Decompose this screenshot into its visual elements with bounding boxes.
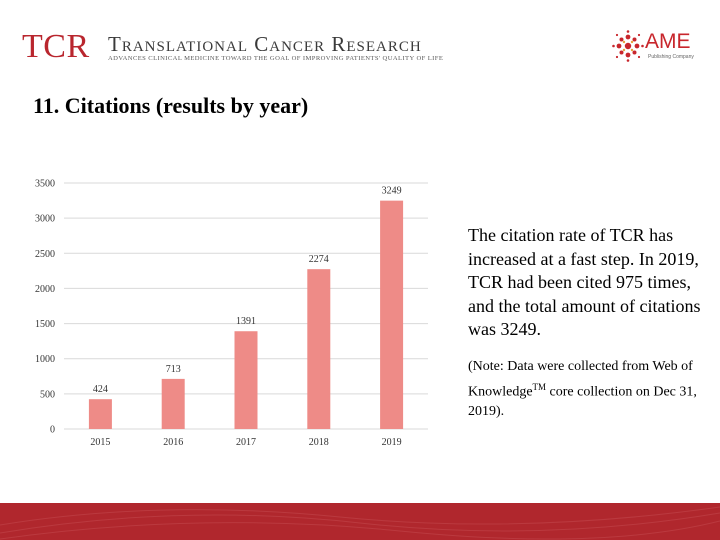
note-block: The citation rate of TCR has increased a… xyxy=(468,224,718,422)
tcr-logo-abbr: TCR xyxy=(22,28,90,65)
y-tick-label: 1500 xyxy=(35,319,55,330)
ame-wordmark: AME xyxy=(645,30,691,53)
note-main-text: The citation rate of TCR has increased a… xyxy=(468,225,701,339)
x-tick-label: 2017 xyxy=(236,437,256,448)
note-source-suffix: core collection on Dec 31, 2019). xyxy=(468,384,697,420)
data-label: 2274 xyxy=(309,254,329,265)
ame-subtitle: Publishing Company xyxy=(648,54,694,60)
data-label: 1391 xyxy=(236,316,256,327)
bar-2015 xyxy=(88,399,112,429)
data-label: 424 xyxy=(93,384,108,395)
note-source: (Note: Data were collected from Web of K… xyxy=(468,357,718,423)
note-source-sup: TM xyxy=(532,381,547,392)
ame-dots-icon xyxy=(612,30,644,62)
data-label: 713 xyxy=(166,364,181,375)
bar-2016 xyxy=(161,378,185,429)
x-tick-label: 2018 xyxy=(309,437,329,448)
y-tick-label: 3000 xyxy=(35,214,55,225)
bar-2019 xyxy=(380,200,404,429)
note-source-prefix: (Note: Data were collected from Web of K… xyxy=(468,358,693,400)
x-tick-label: 2016 xyxy=(163,437,183,448)
x-tick-label: 2015 xyxy=(90,437,110,448)
x-tick-label: 2019 xyxy=(382,437,402,448)
y-tick-label: 0 xyxy=(50,425,55,436)
journal-name: Translational Cancer Research xyxy=(108,32,422,56)
y-tick-label: 2500 xyxy=(35,249,55,260)
page-title: 11. Citations (results by year) xyxy=(33,93,309,118)
bar-2017 xyxy=(234,331,258,429)
footer-band xyxy=(0,503,720,540)
citations-bar-chart: 0 500 1000 1500 2000 2500 3000 3500 424 2015 713 20… xyxy=(35,179,428,448)
data-label: 3249 xyxy=(382,186,402,197)
y-tick-label: 2000 xyxy=(35,284,55,295)
y-tick-label: 500 xyxy=(40,389,55,400)
y-tick-label: 1000 xyxy=(35,354,55,365)
bar-2018 xyxy=(307,269,331,429)
y-tick-label: 3500 xyxy=(35,179,55,190)
journal-tagline: ADVANCES CLINICAL MEDICINE TOWARD THE GO… xyxy=(108,55,444,62)
header: TCR Translational Cancer Research ADVANC… xyxy=(0,0,720,80)
footer-pattern xyxy=(0,506,720,540)
ame-logo: AME Publishing Company xyxy=(612,28,702,64)
